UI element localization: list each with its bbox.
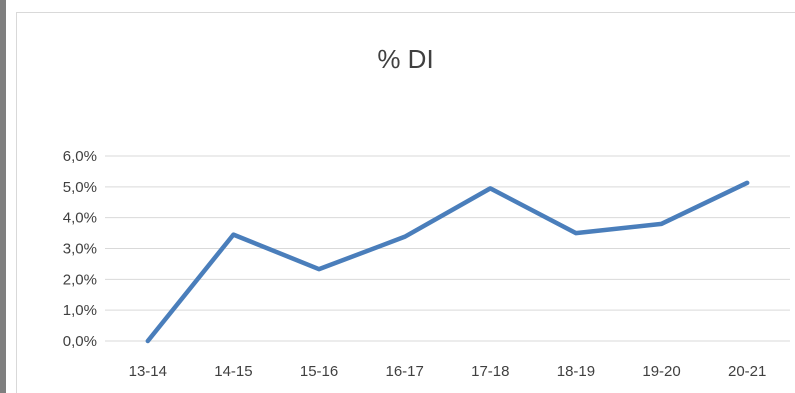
x-tick-label: 17-18: [471, 363, 509, 380]
y-tick-label: 1,0%: [63, 302, 97, 319]
chart-title: % DI: [377, 44, 434, 74]
y-tick-label: 6,0%: [63, 148, 97, 165]
y-tick-label: 5,0%: [63, 179, 97, 196]
x-axis-ticks: 13-14 14-15 15-16 16-17 17-18 18-19 19-20 20-21: [129, 363, 767, 380]
x-tick-label: 15-16: [300, 363, 338, 380]
x-tick-label: 20-21: [728, 363, 766, 380]
y-tick-label: 3,0%: [63, 241, 97, 258]
y-tick-label: 0,0%: [63, 333, 97, 350]
gridlines: [105, 155, 790, 342]
x-tick-label: 18-19: [557, 363, 595, 380]
window-edge-bar: [0, 0, 6, 393]
y-axis-ticks: 0,0% 1,0% 2,0% 3,0% 4,0% 5,0% 6,0%: [63, 148, 97, 350]
series-line: [145, 180, 750, 344]
x-tick-label: 14-15: [214, 363, 252, 380]
y-tick-label: 4,0%: [63, 210, 97, 227]
series-group: [145, 180, 750, 344]
x-tick-label: 13-14: [129, 363, 167, 380]
y-tick-label: 2,0%: [63, 271, 97, 288]
chart-area: [16, 12, 795, 393]
x-tick-label: 19-20: [642, 363, 680, 380]
x-tick-label: 16-17: [386, 363, 424, 380]
